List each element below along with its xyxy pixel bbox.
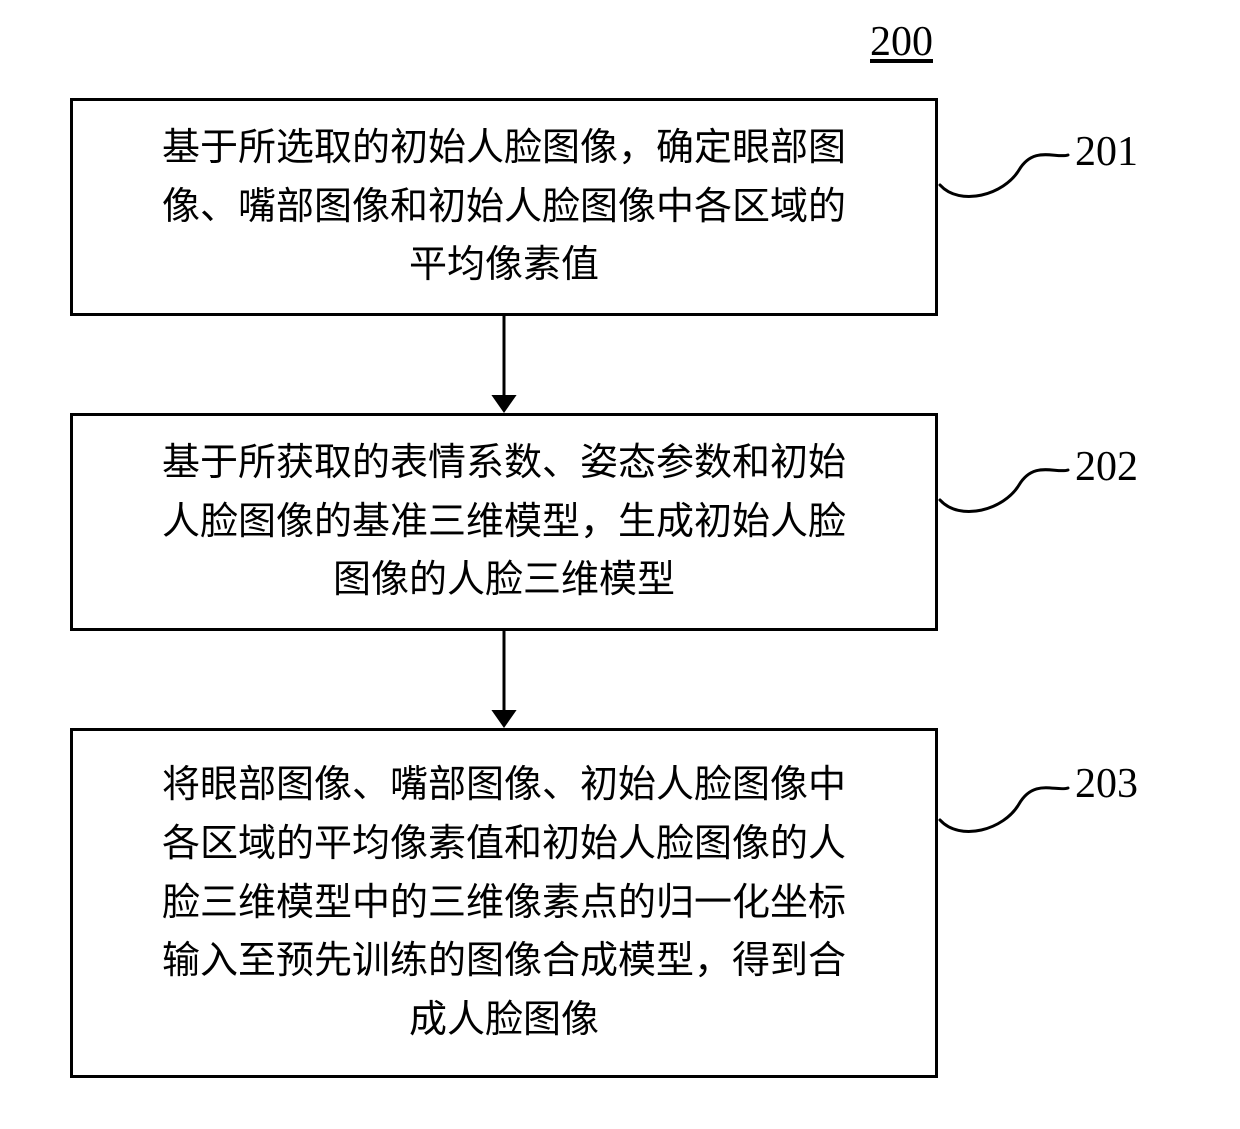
step-text-203: 将眼部图像、嘴部图像、初始人脸图像中各区域的平均像素值和初始人脸图像的人脸三维模… (162, 756, 846, 1050)
step-box-201: 基于所选取的初始人脸图像，确定眼部图像、嘴部图像和初始人脸图像中各区域的平均像素… (70, 98, 938, 316)
step-text-202: 基于所获取的表情系数、姿态参数和初始人脸图像的基准三维模型，生成初始人脸图像的人… (162, 434, 846, 611)
step-label-203: 203 (1075, 760, 1138, 808)
step-text-201: 基于所选取的初始人脸图像，确定眼部图像、嘴部图像和初始人脸图像中各区域的平均像素… (162, 119, 846, 296)
arrow-1-2 (483, 316, 525, 413)
connector-201 (930, 115, 1078, 225)
step-box-202: 基于所获取的表情系数、姿态参数和初始人脸图像的基准三维模型，生成初始人脸图像的人… (70, 413, 938, 631)
connector-203 (930, 748, 1078, 860)
step-label-202: 202 (1075, 443, 1138, 491)
step-label-201: 201 (1075, 128, 1138, 176)
connector-202 (930, 430, 1078, 540)
arrow-2-3 (483, 631, 525, 728)
step-box-203: 将眼部图像、嘴部图像、初始人脸图像中各区域的平均像素值和初始人脸图像的人脸三维模… (70, 728, 938, 1078)
figure-number: 200 (870, 18, 933, 66)
diagram-canvas: 200 基于所选取的初始人脸图像，确定眼部图像、嘴部图像和初始人脸图像中各区域的… (0, 0, 1240, 1129)
